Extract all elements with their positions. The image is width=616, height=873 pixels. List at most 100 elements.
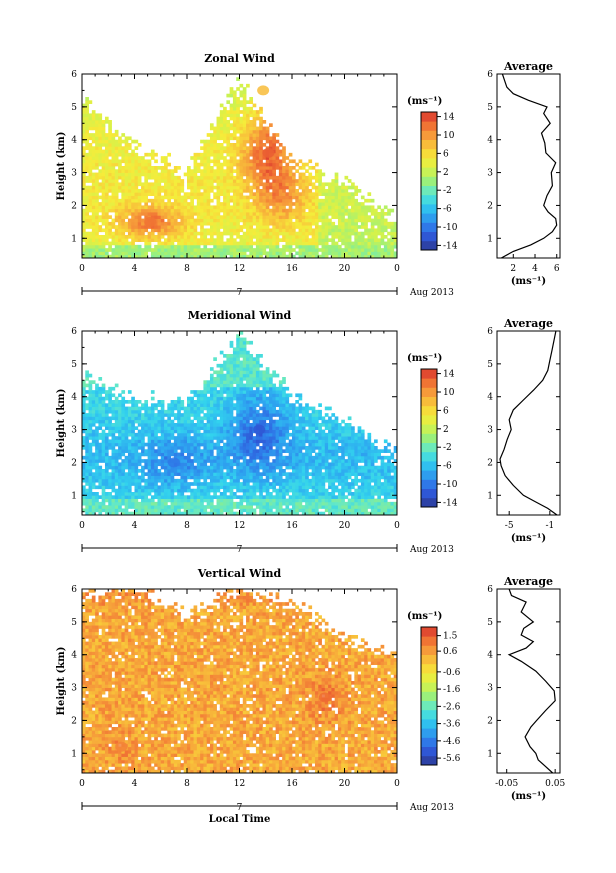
colorbar-tick-label: 10 [443,388,455,398]
x-tick-label: 12 [234,521,245,531]
colorbar-tick-label: 14 [443,370,455,380]
colorbar-tick-label: -2 [443,186,452,196]
x-axis-label: Local Time [209,814,271,825]
average-profile: Average 1 2 3 4 5 6 2 4 6 (ms⁻¹) [487,60,561,287]
average-frame [496,73,561,259]
panel-title: Zonal Wind [204,52,275,65]
x-tick-label: 0 [394,521,400,531]
x-tick-label: 0 [79,264,85,274]
average-y-tick-label: 4 [487,136,493,146]
average-title: Average [503,317,553,330]
average-y-tick-label: 2 [487,458,493,468]
y-tick-label: 2 [71,716,77,726]
y-tick-label: 3 [71,169,77,179]
colorbar-unit: (ms⁻¹) [407,96,442,107]
y-tick-label: 5 [71,360,77,370]
average-y-tick-label: 4 [487,393,493,403]
colorbar-tick-label: 1.5 [443,632,458,642]
feature-core [318,692,331,703]
average-frame [496,330,561,516]
average-x-tick-label: -0.05 [495,779,518,789]
colorbar-tick-label: -2.6 [443,702,461,712]
average-title: Average [503,60,553,73]
colorbar: (ms⁻¹)14 10 6 2 -2 -6 -10 -14 [407,353,458,508]
y-tick-label: 6 [71,327,77,337]
colorbar-tick-label: -0.6 [443,668,461,678]
average-y-tick-label: 5 [487,103,493,113]
colorbar-tick-label: -5.6 [443,754,461,764]
average-profile: Average 1 2 3 4 5 6 -0.05 0.05 (ms⁻¹) [487,575,565,802]
average-y-tick-label: 5 [487,618,493,628]
colorbar-unit: (ms⁻¹) [407,611,442,622]
colorbar-tick-label: 6 [443,406,449,416]
average-y-tick-label: 3 [487,426,493,436]
colorbar-unit: (ms⁻¹) [407,353,442,364]
colorbar: (ms⁻¹)14 10 6 2 -2 -6 -10 -14 [407,96,458,251]
x-tick-label: 4 [132,264,138,274]
x-tick-label: 4 [132,779,138,789]
y-tick-label: 3 [71,426,77,436]
average-y-tick-label: 3 [487,684,493,694]
average-y-tick-label: 2 [487,716,493,726]
average-y-tick-label: 6 [487,70,493,80]
average-x-tick-label: 2 [510,264,516,274]
y-tick-label: 2 [71,201,77,211]
colorbar-tick-label: 14 [443,113,455,123]
x-tick-label: 12 [234,264,245,274]
feature-core [262,147,275,158]
y-axis-label: Height (km) [56,132,67,201]
x-tick-label: 0 [79,521,85,531]
x-tick-label: 0 [79,779,85,789]
y-tick-label: 5 [71,103,77,113]
average-line [501,73,558,259]
colorbar: (ms⁻¹)1.5 0.6 -0.6 -1.6 -2.6 -3.6 -4.6 -5.6 [407,611,461,766]
average-y-tick-label: 4 [487,651,493,661]
average-x-tick-label: 4 [532,264,538,274]
average-y-tick-label: 3 [487,169,493,179]
date-label: Aug 2013 [409,545,454,555]
colorbar-tick-label: 2 [443,425,449,435]
y-tick-label: 4 [71,136,77,146]
y-tick-label: 6 [71,70,77,80]
y-tick-label: 1 [71,749,77,759]
colorbar-tick-label: 2 [443,168,449,178]
y-axis-label: Height (km) [56,647,67,716]
average-y-tick-label: 5 [487,360,493,370]
average-x-tick-label: 0.05 [545,779,565,789]
colorbar-tick-label: 10 [443,131,455,141]
average-y-tick-label: 2 [487,201,493,211]
average-x-tick-label: -5 [505,521,514,531]
day-label: 7 [237,288,243,298]
average-title: Average [503,575,553,588]
day-label: 7 [237,803,243,813]
colorbar-tick-label: -10 [443,223,458,233]
feature-core [253,424,266,435]
panel-title: Meridional Wind [188,309,292,322]
colorbar-tick-label: 6 [443,149,449,159]
colorbar-tick-label: -6 [443,205,452,215]
date-label: Aug 2013 [409,288,454,298]
average-x-label: (ms⁻¹) [511,533,546,544]
x-tick-label: 8 [184,264,190,274]
x-tick-label: 16 [286,264,298,274]
average-x-label: (ms⁻¹) [511,791,546,802]
x-tick-label: 8 [184,521,190,531]
panel-title: Vertical Wind [197,567,282,580]
feature-core [167,457,180,468]
average-y-tick-label: 6 [487,585,493,595]
average-y-tick-label: 1 [487,749,493,759]
average-y-tick-label: 6 [487,327,493,337]
y-tick-label: 6 [71,585,77,595]
y-tick-label: 4 [71,651,77,661]
day-label: 7 [237,545,243,555]
y-tick-label: 1 [71,491,77,501]
y-tick-label: 5 [71,618,77,628]
x-tick-label: 20 [339,264,351,274]
feature-core [257,85,270,96]
average-x-label: (ms⁻¹) [511,276,546,287]
average-profile: Average 1 2 3 4 5 6 -5 -1 (ms⁻¹) [487,317,561,544]
